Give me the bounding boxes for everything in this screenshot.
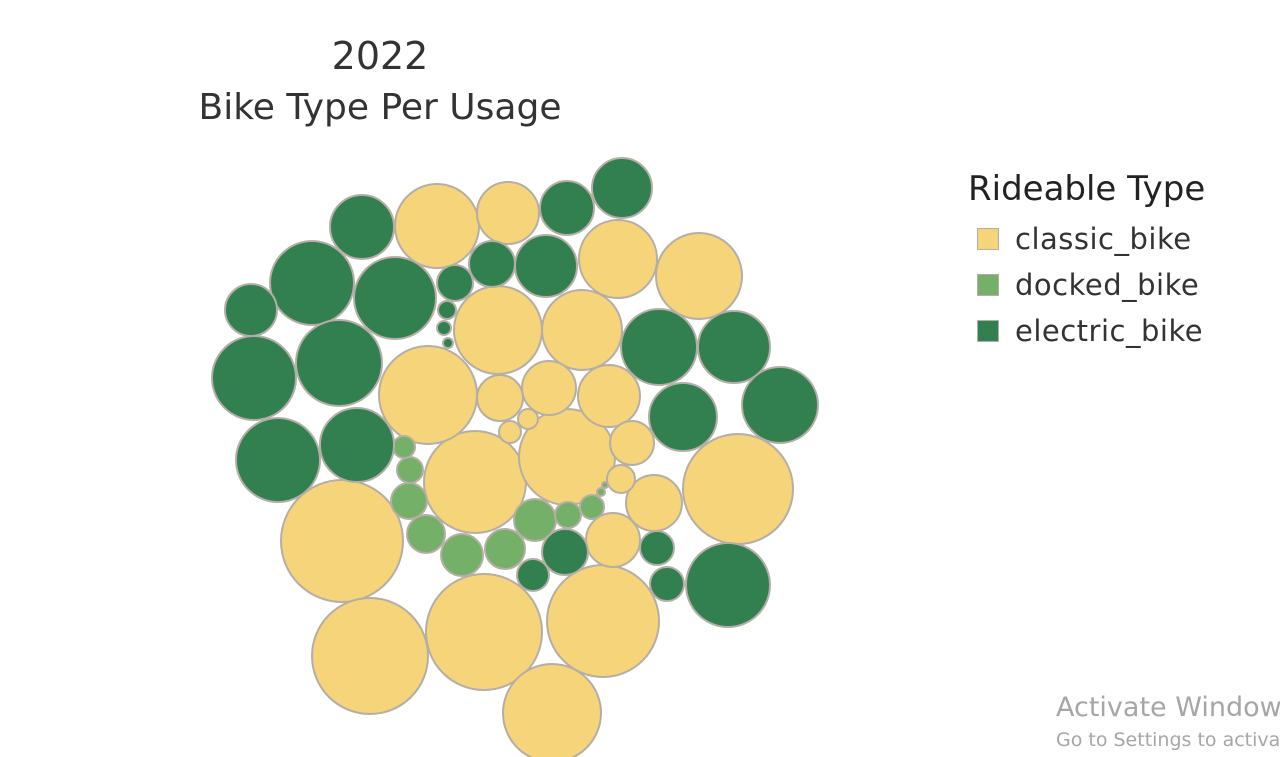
bubble-docked-bike-1[interactable] bbox=[484, 528, 526, 570]
bubble-classic-bike-2[interactable] bbox=[425, 573, 543, 691]
bubble-electric-bike-24[interactable] bbox=[442, 337, 454, 349]
bubble-electric-bike-20[interactable] bbox=[649, 566, 685, 602]
bubble-docked-bike-3[interactable] bbox=[406, 514, 446, 554]
legend-label-electric-bike: electric_bike bbox=[1015, 314, 1204, 348]
bubble-electric-bike-16[interactable] bbox=[541, 528, 589, 576]
bubble-electric-bike-5[interactable] bbox=[353, 256, 437, 340]
bubble-classic-bike-10[interactable] bbox=[502, 663, 602, 757]
legend-swatch-classic-bike bbox=[977, 228, 999, 250]
bubble-electric-bike-22[interactable] bbox=[437, 300, 457, 320]
bubble-classic-bike-4[interactable] bbox=[682, 433, 794, 545]
legend-label-classic-bike: classic_bike bbox=[1015, 222, 1192, 256]
legend-item-classic-bike[interactable]: classic_bike bbox=[968, 216, 1268, 262]
bubble-electric-bike-21[interactable] bbox=[516, 558, 550, 592]
bubble-classic-bike-5[interactable] bbox=[423, 430, 527, 534]
chart-title-subtitle: Bike Type Per Usage bbox=[198, 87, 562, 128]
legend: Rideable Type classic_bike docked_bike e… bbox=[968, 166, 1268, 354]
bubble-electric-bike-3[interactable] bbox=[295, 319, 383, 407]
bubble-classic-bike-21[interactable] bbox=[606, 464, 636, 494]
bubble-electric-bike-15[interactable] bbox=[514, 234, 578, 298]
bubble-classic-bike-0[interactable] bbox=[280, 479, 404, 603]
bubble-electric-bike-1[interactable] bbox=[211, 335, 297, 421]
bubble-electric-bike-2[interactable] bbox=[269, 240, 355, 326]
bubble-classic-bike-22[interactable] bbox=[498, 420, 522, 444]
bubble-classic-bike-9[interactable] bbox=[541, 289, 623, 371]
bubble-classic-bike-16[interactable] bbox=[577, 364, 641, 428]
bubble-electric-bike-14[interactable] bbox=[591, 157, 653, 219]
watermark-title: Activate Windows bbox=[1056, 692, 1280, 723]
bubble-classic-bike-3[interactable] bbox=[546, 564, 660, 678]
bubble-docked-bike-10[interactable] bbox=[601, 481, 609, 489]
bubble-docked-bike-8[interactable] bbox=[392, 435, 416, 459]
bubble-electric-bike-18[interactable] bbox=[436, 264, 474, 302]
bubble-electric-bike-8[interactable] bbox=[697, 310, 771, 384]
bubble-docked-bike-0[interactable] bbox=[440, 533, 484, 577]
legend-label-docked-bike: docked_bike bbox=[1015, 268, 1200, 302]
bubble-electric-bike-4[interactable] bbox=[319, 407, 395, 483]
bubble-docked-bike-6[interactable] bbox=[396, 456, 424, 484]
legend-swatch-docked-bike bbox=[977, 274, 999, 296]
bubble-electric-bike-17[interactable] bbox=[468, 240, 516, 288]
legend-item-docked-bike[interactable]: docked_bike bbox=[968, 262, 1268, 308]
bubble-classic-bike-12[interactable] bbox=[655, 232, 743, 320]
chart-title: 2022 Bike Type Per Usage bbox=[130, 32, 630, 132]
chart-title-year: 2022 bbox=[331, 34, 429, 78]
watermark-subtitle: Go to Settings to activate Windows. bbox=[1056, 729, 1280, 751]
bubble-classic-bike-11[interactable] bbox=[394, 183, 480, 269]
bubble-docked-bike-7[interactable] bbox=[579, 494, 605, 520]
bubble-docked-bike-5[interactable] bbox=[554, 501, 582, 529]
bubble-classic-bike-23[interactable] bbox=[517, 408, 539, 430]
bubble-electric-bike-10[interactable] bbox=[648, 382, 718, 452]
bubble-classic-bike-1[interactable] bbox=[311, 597, 429, 715]
bubble-classic-bike-14[interactable] bbox=[476, 181, 540, 245]
bubble-classic-bike-8[interactable] bbox=[453, 285, 543, 375]
bubble-electric-bike-7[interactable] bbox=[620, 308, 698, 386]
bubble-classic-bike-20[interactable] bbox=[609, 420, 655, 466]
bubble-electric-bike-23[interactable] bbox=[436, 320, 452, 336]
bubble-classic-bike-19[interactable] bbox=[476, 374, 524, 422]
activate-windows-watermark: Activate Windows Go to Settings to activ… bbox=[1056, 690, 1280, 754]
bubble-docked-bike-4[interactable] bbox=[390, 482, 428, 520]
legend-title: Rideable Type bbox=[968, 169, 1206, 209]
bubble-classic-bike-17[interactable] bbox=[585, 512, 641, 568]
bubble-classic-bike-18[interactable] bbox=[521, 360, 577, 416]
bubble-docked-bike-9[interactable] bbox=[596, 487, 606, 497]
bubble-electric-bike-11[interactable] bbox=[685, 542, 771, 628]
bubble-electric-bike-13[interactable] bbox=[539, 180, 595, 236]
bubble-classic-bike-6[interactable] bbox=[378, 345, 478, 445]
bubble-electric-bike-9[interactable] bbox=[741, 366, 819, 444]
bubble-electric-bike-6[interactable] bbox=[329, 194, 395, 260]
bubble-electric-bike-0[interactable] bbox=[235, 417, 321, 503]
bubble-classic-bike-13[interactable] bbox=[578, 219, 658, 299]
legend-item-electric-bike[interactable]: electric_bike bbox=[968, 308, 1268, 354]
legend-swatch-electric-bike bbox=[977, 320, 999, 342]
bubble-electric-bike-19[interactable] bbox=[639, 530, 675, 566]
bubble-electric-bike-12[interactable] bbox=[224, 283, 278, 337]
